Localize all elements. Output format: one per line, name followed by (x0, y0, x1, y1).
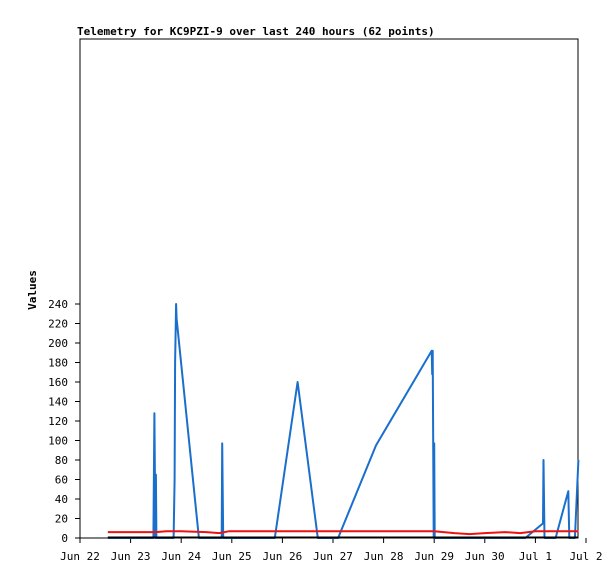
y-axis-ticks: 0 20 40 60 80 100 120 140 160 180 200 220 240 (48, 298, 80, 545)
y-tick-label: 100 (48, 435, 68, 448)
x-tick-label: Jun 28 (364, 550, 404, 563)
y-tick-label: 80 (55, 454, 68, 467)
x-tick-label: Jun 30 (465, 550, 505, 563)
y-tick-label: 120 (48, 415, 68, 428)
y-tick-label: 60 (55, 474, 68, 487)
x-tick-label: Jun 25 (212, 550, 252, 563)
x-tick-label: Jul 2 (569, 550, 602, 563)
y-tick-label: 240 (48, 298, 68, 311)
x-tick-label: Jun 22 (60, 550, 100, 563)
y-tick-label: 180 (48, 357, 68, 370)
x-tick-label: Jul 1 (519, 550, 552, 563)
y-tick-label: 140 (48, 396, 68, 409)
chart-title: Telemetry for KC9PZI-9 over last 240 hou… (77, 25, 435, 38)
series-group (107, 303, 580, 539)
y-tick-label: 0 (61, 532, 68, 545)
x-tick-label: Jun 24 (161, 550, 201, 563)
y-tick-label: 20 (55, 513, 68, 526)
series-line-3 (107, 530, 579, 536)
x-axis-ticks: Jun 22 Jun 23 Jun 24 Jun 25 Jun 26 Jun 27 Jun … (60, 538, 603, 563)
y-tick-label: 40 (55, 493, 68, 506)
x-tick-label: Jun 29 (414, 550, 454, 563)
y-axis-label: Values (26, 270, 39, 310)
x-tick-label: Jun 23 (111, 550, 151, 563)
x-tick-label: Jun 26 (263, 550, 303, 563)
y-tick-label: 200 (48, 337, 68, 350)
y-tick-label: 220 (48, 318, 68, 331)
y-tick-label: 160 (48, 376, 68, 389)
x-tick-label: Jun 27 (313, 550, 353, 563)
